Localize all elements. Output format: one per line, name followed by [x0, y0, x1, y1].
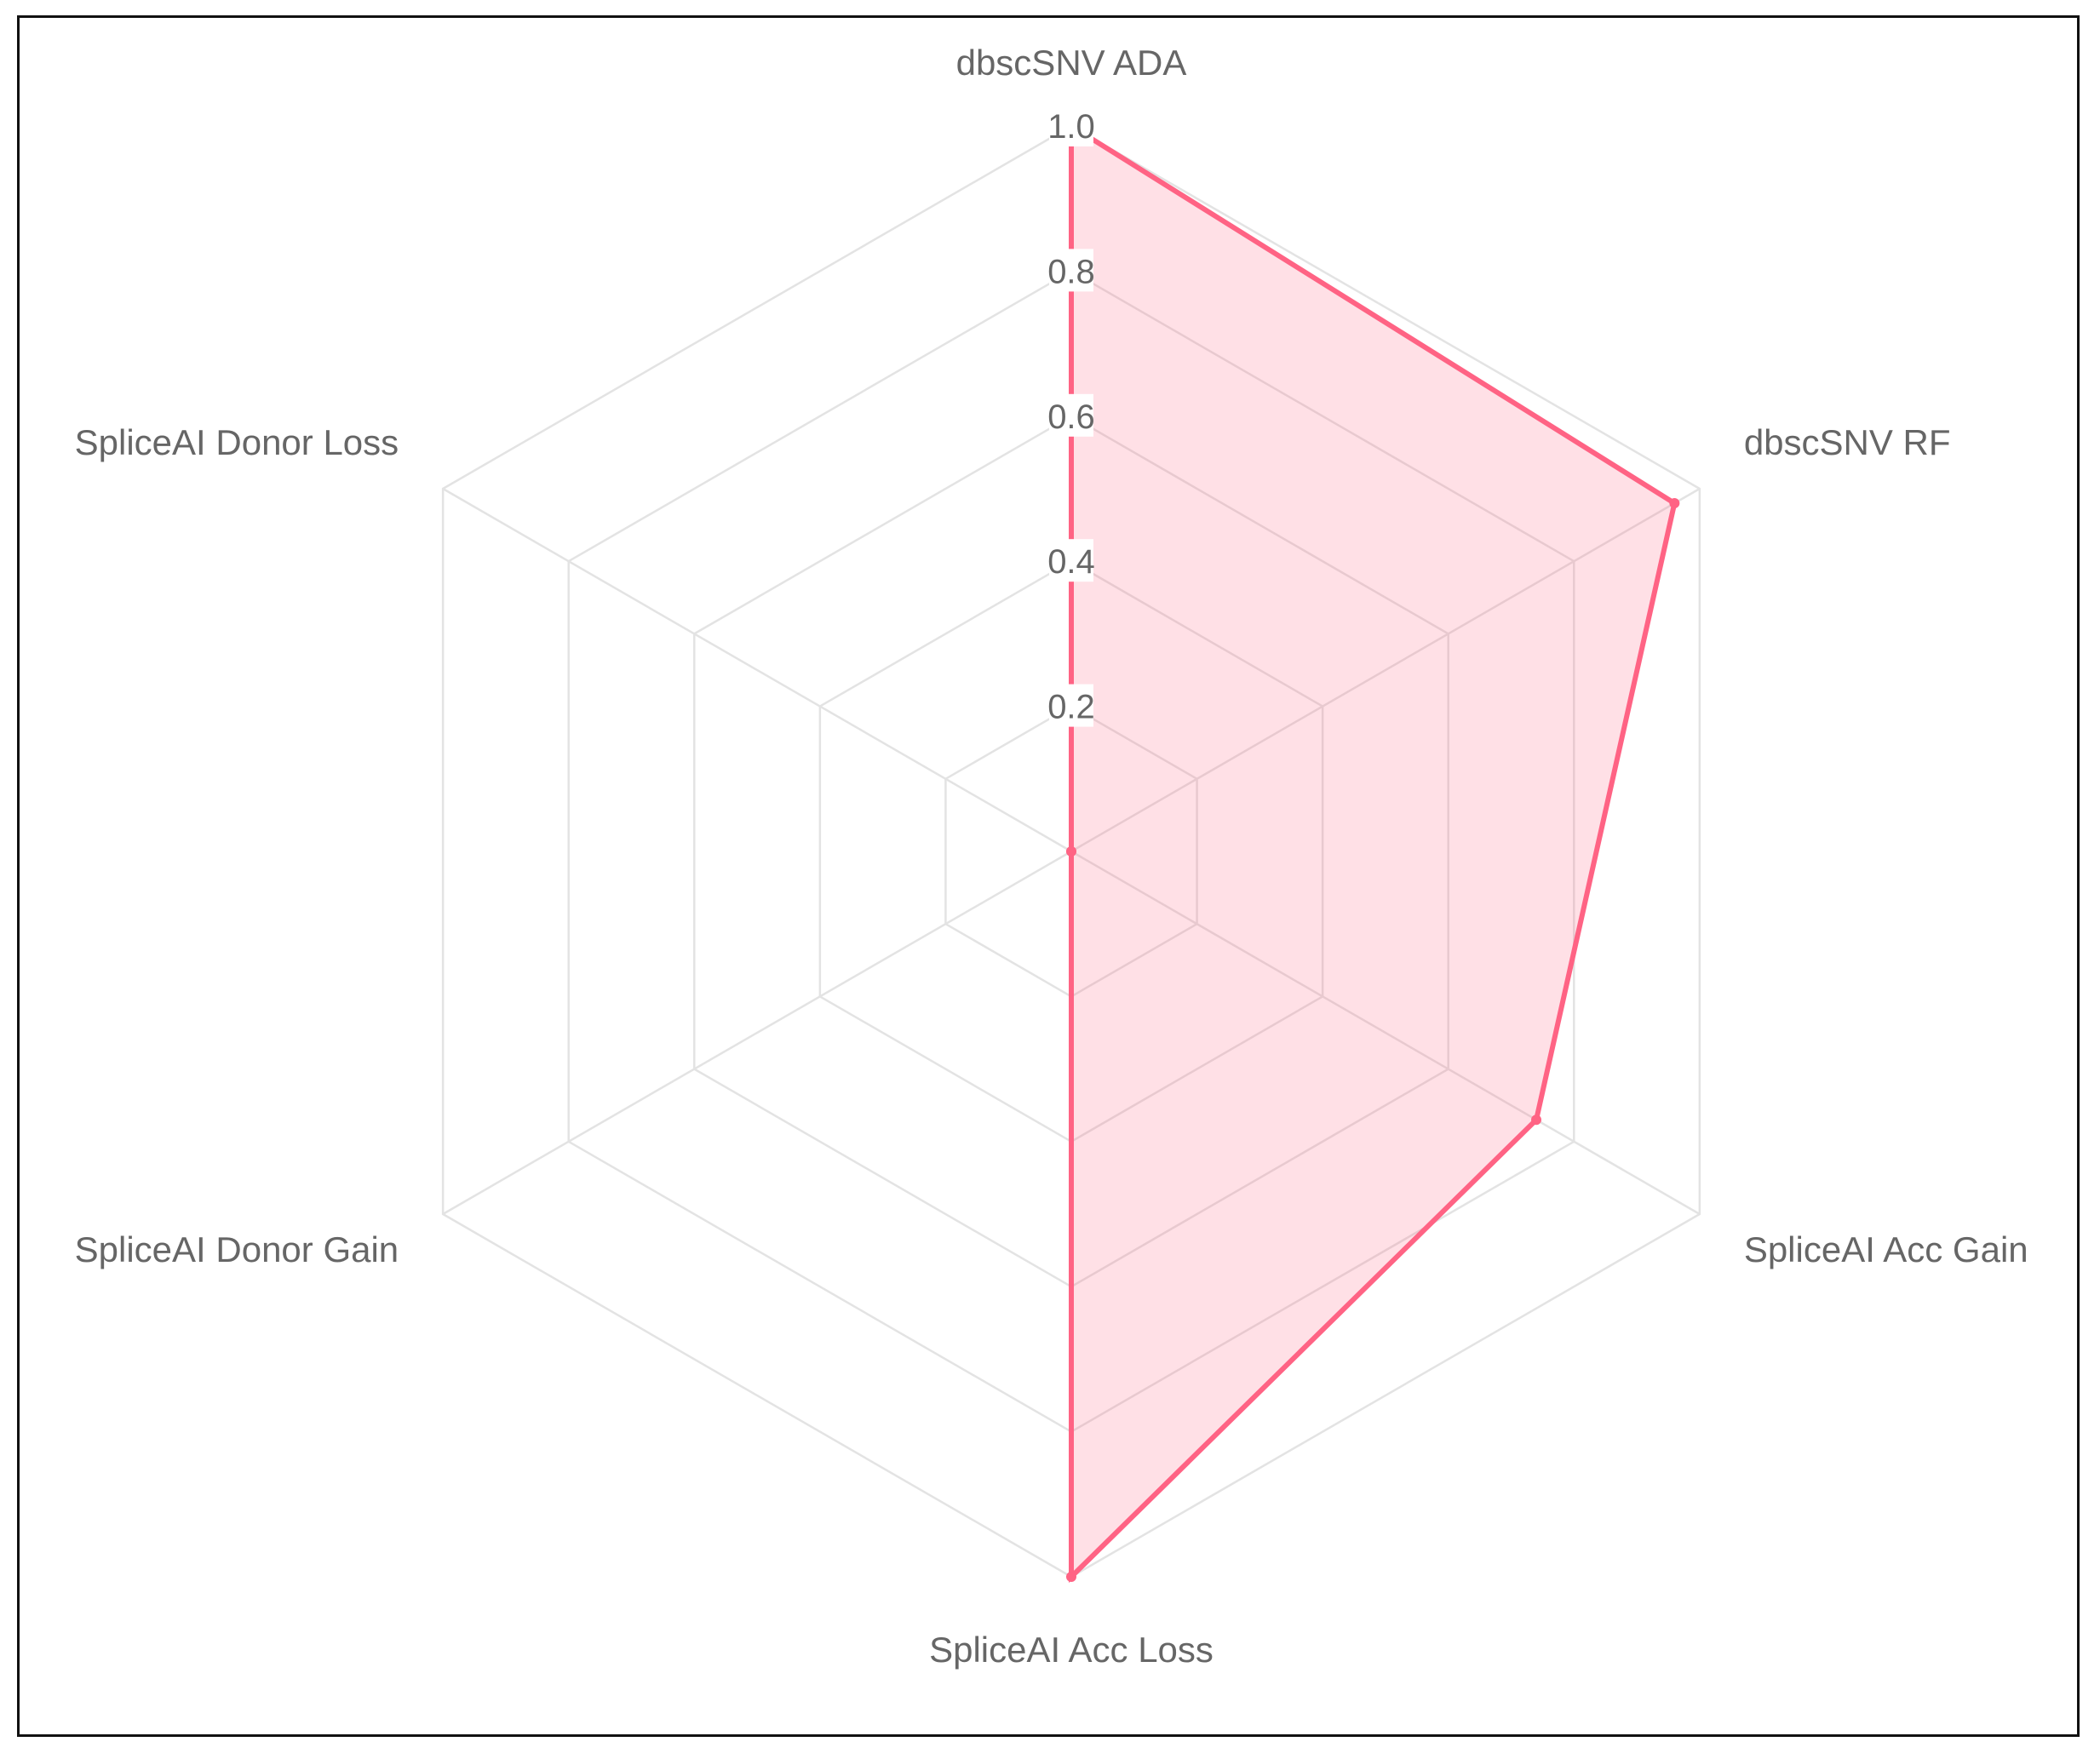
tick-label-backdrop	[1049, 104, 1093, 146]
data-point	[1669, 498, 1680, 509]
tick-label: 0.2	[1047, 689, 1095, 726]
axis-spoke	[442, 487, 1072, 853]
series-layer	[1066, 121, 1680, 1584]
data-point	[1066, 846, 1076, 857]
tick-label: 0.4	[1047, 543, 1095, 581]
tick-label-backdrop	[1049, 684, 1093, 727]
axis-spoke	[1070, 487, 1701, 853]
axis-label: dbscSNV RF	[1744, 422, 1951, 462]
axis-label: dbscSNV ADA	[956, 43, 1187, 83]
radar-chart: 0.2 0.4 0.6 0.8 1.0 dbscSNV ADA dbscSNV RF Spl…	[75, 43, 2028, 1670]
axis-label-layer: dbscSNV ADA dbscSNV RF SpliceAI Acc Gain Sp…	[75, 43, 2028, 1670]
tick-label-backdrop	[1049, 393, 1093, 437]
tick-label-backdrop	[1049, 539, 1093, 582]
tick-label: 0.6	[1047, 398, 1095, 436]
axis-spoke	[442, 850, 1072, 1216]
axis-spoke	[1070, 850, 1701, 1216]
data-point	[1066, 1572, 1076, 1582]
chart-frame: 0.2 0.4 0.6 0.8 1.0 dbscSNV ADA dbscSNV RF Spl…	[17, 15, 2080, 1737]
data-point	[1531, 1114, 1542, 1126]
axis-label: SpliceAI Acc Loss	[929, 1630, 1214, 1670]
tick-label: 0.8	[1047, 253, 1095, 290]
axis-label: SpliceAI Acc Gain	[1744, 1229, 2028, 1269]
series-area	[1069, 121, 1678, 1584]
tick-layer: 0.2 0.4 0.6 0.8 1.0	[1047, 104, 1095, 727]
axis-label: SpliceAI Donor Gain	[75, 1229, 399, 1269]
tick-label-backdrop	[1049, 249, 1093, 292]
axis-label: SpliceAI Donor Loss	[75, 422, 399, 462]
tick-label: 1.0	[1047, 108, 1095, 146]
